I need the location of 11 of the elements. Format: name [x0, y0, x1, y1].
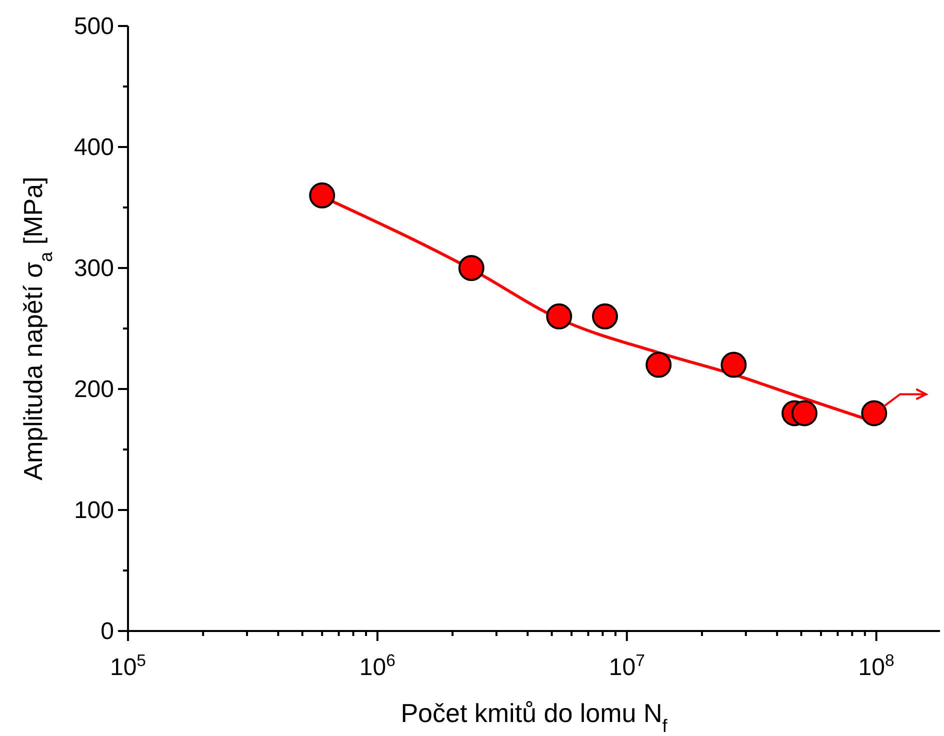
x-axis-title: Počet kmitů do lomu N$_{f}$: [400, 698, 668, 736]
x-tick-label: 10$^{7}$: [608, 650, 645, 681]
x-tick-label: 10$^{5}$: [110, 650, 146, 681]
y-tick-label: 100: [74, 497, 114, 524]
y-tick-label: 200: [74, 376, 114, 403]
y-tick-label: 0: [100, 618, 114, 645]
y-tick-label: 500: [74, 13, 114, 40]
y-tick-label: 400: [74, 134, 114, 161]
y-tick-label: 300: [74, 255, 114, 282]
x-tick-label: 10$^{6}$: [359, 650, 396, 681]
x-tick-label: 10$^{8}$: [858, 650, 894, 681]
